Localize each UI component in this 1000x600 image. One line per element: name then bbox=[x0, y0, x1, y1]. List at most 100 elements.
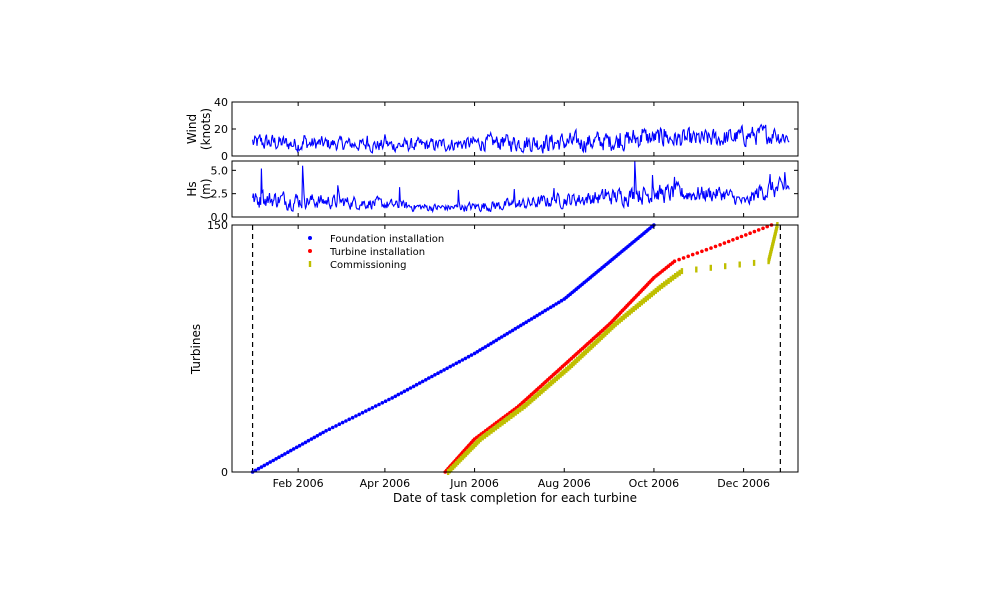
data-point bbox=[572, 360, 575, 367]
data-point bbox=[640, 299, 643, 306]
turbines-ytick-label: 0 bbox=[221, 466, 228, 479]
data-point bbox=[463, 356, 468, 361]
data-point bbox=[525, 401, 528, 408]
turbines-y-ticks: 0 150 bbox=[207, 219, 798, 479]
data-point bbox=[521, 404, 524, 411]
x-tick-label: Jun 2006 bbox=[449, 477, 499, 490]
data-point bbox=[481, 434, 484, 441]
data-point bbox=[718, 243, 722, 247]
data-point bbox=[480, 346, 485, 351]
hs-line bbox=[252, 160, 790, 214]
data-point bbox=[464, 450, 468, 457]
data-point bbox=[417, 381, 422, 385]
data-point bbox=[665, 279, 668, 286]
hs-panel: 0.0 2.5 5.0 Hs (m) bbox=[185, 160, 799, 224]
data-point bbox=[672, 259, 677, 264]
data-point bbox=[514, 409, 517, 416]
data-point bbox=[607, 327, 610, 334]
data-point bbox=[486, 343, 491, 348]
hs-y-ticks: 0.0 2.5 5.0 bbox=[211, 164, 798, 224]
data-point bbox=[540, 310, 545, 315]
data-point bbox=[448, 467, 451, 474]
data-point bbox=[344, 419, 348, 423]
data-point bbox=[477, 437, 480, 444]
data-point bbox=[490, 427, 493, 434]
data-point bbox=[451, 363, 456, 367]
data-point bbox=[383, 399, 388, 404]
data-point bbox=[396, 392, 401, 397]
data-point bbox=[630, 307, 633, 314]
data-point bbox=[516, 325, 520, 329]
data-point bbox=[286, 450, 290, 455]
data-point bbox=[380, 401, 385, 405]
data-point bbox=[680, 268, 684, 275]
data-point bbox=[543, 308, 547, 313]
data-point bbox=[466, 354, 471, 359]
data-point bbox=[538, 390, 541, 396]
data-point bbox=[354, 414, 358, 418]
data-point bbox=[632, 306, 635, 312]
data-point bbox=[496, 422, 500, 429]
data-point bbox=[581, 352, 584, 359]
data-point bbox=[271, 458, 276, 463]
data-point bbox=[598, 335, 602, 342]
data-point bbox=[483, 345, 488, 349]
legend-marker bbox=[308, 236, 312, 240]
data-point bbox=[690, 252, 695, 257]
turbines-panel: 0 150 Feb 2006 Apr 2006 Jun 2006 Aug 2006 Oct… bbox=[189, 102, 799, 505]
data-point bbox=[546, 307, 550, 311]
data-point bbox=[605, 329, 609, 335]
data-point bbox=[591, 342, 595, 349]
data-point bbox=[492, 426, 495, 433]
data-point bbox=[253, 468, 258, 473]
data-point bbox=[512, 411, 515, 418]
data-point bbox=[527, 318, 531, 323]
data-point bbox=[259, 465, 264, 469]
data-point bbox=[555, 375, 558, 382]
wind-ytick-label: 0 bbox=[221, 150, 228, 163]
data-point bbox=[373, 404, 378, 408]
data-point bbox=[660, 282, 664, 289]
hs-ytick-label: 5.0 bbox=[211, 164, 229, 177]
data-point bbox=[485, 431, 489, 438]
legend-marker bbox=[308, 249, 312, 253]
data-point bbox=[634, 304, 637, 311]
data-point bbox=[735, 236, 739, 240]
legend-marker bbox=[308, 261, 312, 267]
data-point bbox=[548, 305, 553, 310]
data-point bbox=[600, 334, 603, 340]
data-point bbox=[505, 331, 510, 336]
data-point bbox=[756, 228, 761, 232]
data-point bbox=[472, 351, 477, 356]
data-point bbox=[549, 380, 553, 387]
wind-y-ticks: 0 20 40 bbox=[214, 96, 798, 163]
data-point bbox=[624, 312, 627, 319]
data-point bbox=[469, 353, 474, 357]
data-point bbox=[456, 459, 459, 466]
data-point bbox=[563, 368, 566, 375]
data-point bbox=[489, 341, 493, 346]
hs-ylabel-line2: (m) bbox=[199, 178, 213, 199]
data-point bbox=[667, 278, 670, 284]
data-point bbox=[377, 402, 381, 407]
data-point bbox=[430, 374, 434, 379]
turbines-plot-frame bbox=[231, 224, 799, 473]
data-point bbox=[559, 298, 564, 303]
x-tick-label: Oct 2006 bbox=[629, 477, 680, 490]
data-point bbox=[327, 427, 332, 432]
data-point bbox=[561, 370, 564, 377]
turbines-x-ticks: Feb 2006 Apr 2006 Jun 2006 Aug 2006 Oct 2006… bbox=[273, 102, 770, 490]
data-point bbox=[265, 462, 270, 466]
data-point bbox=[674, 273, 677, 279]
data-point bbox=[499, 421, 502, 428]
data-point bbox=[752, 229, 757, 234]
data-point bbox=[357, 412, 362, 417]
data-point bbox=[420, 379, 425, 384]
data-point bbox=[291, 447, 296, 451]
data-point bbox=[494, 338, 499, 343]
data-point bbox=[579, 353, 582, 360]
data-point bbox=[744, 233, 748, 237]
data-point bbox=[448, 364, 453, 369]
data-point bbox=[433, 373, 437, 377]
